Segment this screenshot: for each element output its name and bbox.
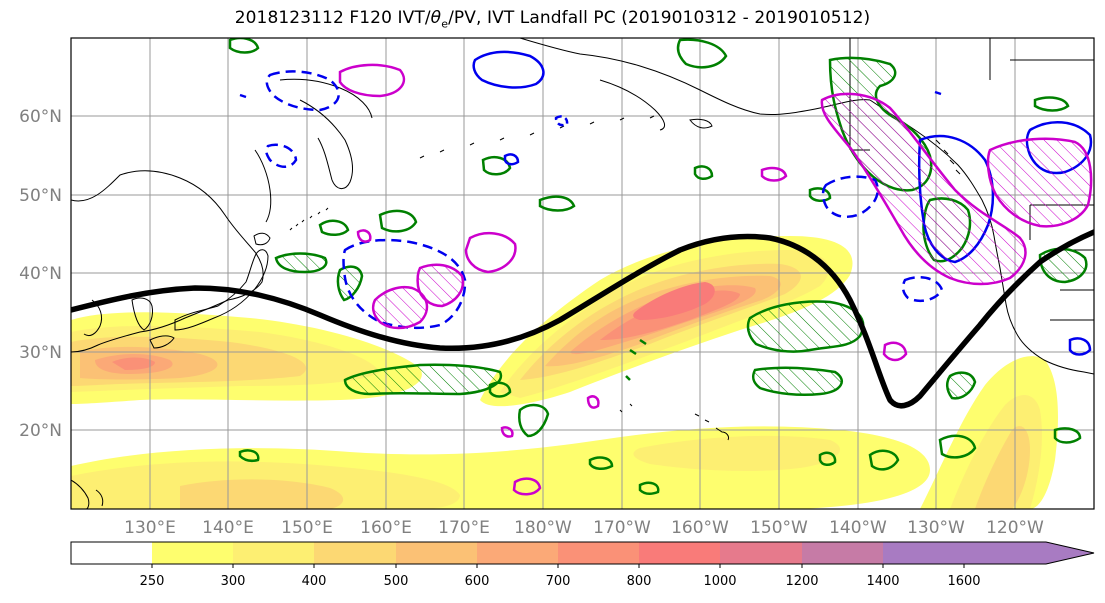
colorbar-segment-4 — [396, 542, 477, 564]
ivt-shading — [71, 236, 1058, 509]
colorbar-label-1600: 1600 — [947, 574, 980, 589]
map-frame — [70, 37, 1095, 510]
lon-label-180w: 180°W — [514, 518, 572, 538]
colorbar-segment-5 — [477, 542, 558, 564]
lon-label-150e: 150°E — [281, 518, 333, 538]
lon-label-140e: 140°E — [202, 518, 254, 538]
colorbar-label-600: 600 — [465, 574, 490, 589]
colorbar-label-800: 800 — [627, 574, 652, 589]
colorbar-segment-2 — [233, 542, 314, 564]
colorbar-segment-3 — [314, 542, 396, 564]
theta-e-contours-open — [228, 38, 1082, 495]
map-panel — [71, 38, 1094, 509]
pv-negative-contours — [239, 50, 1093, 356]
lat-label-60: 60°N — [19, 107, 62, 127]
colorbar-label-1400: 1400 — [866, 574, 899, 589]
lon-label-120w: 120°W — [986, 518, 1044, 538]
lat-label-20: 20°N — [19, 421, 62, 441]
lat-label-40: 40°N — [19, 264, 62, 284]
lon-axis: 130°E 140°E 150°E 160°E 170°E 180°W 170°… — [124, 518, 1044, 538]
colorbar-segment-7 — [639, 542, 720, 564]
lon-label-130w: 130°W — [907, 518, 965, 538]
pv-positive-contours — [371, 92, 1093, 330]
colorbar-frame — [70, 541, 1095, 565]
colorbar-label-500: 500 — [384, 574, 409, 589]
colorbar-label-700: 700 — [546, 574, 571, 589]
colorbar-segment-1 — [152, 542, 233, 564]
colorbar-segment-6 — [558, 542, 639, 564]
lon-label-160w: 160°W — [671, 518, 729, 538]
title-theta-sub: e — [441, 17, 449, 31]
graticule — [71, 38, 1094, 509]
title-suffix: /PV, IVT Landfall PC (2019010312 - 20190… — [448, 8, 871, 28]
lat-label-50: 50°N — [19, 186, 62, 206]
lon-label-160e: 160°E — [360, 518, 412, 538]
colorbar-segment-10 — [883, 542, 964, 564]
title-prefix: 2018123112 F120 IVT/ — [234, 8, 431, 28]
colorbar-label-300: 300 — [221, 574, 246, 589]
lon-label-150w: 150°W — [750, 518, 808, 538]
lat-axis: 60°N 50°N 40°N 30°N 20°N — [19, 107, 62, 441]
lat-label-30: 30°N — [19, 343, 62, 363]
jet-contour-line — [71, 229, 1094, 409]
colorbar-label-400: 400 — [302, 574, 327, 589]
colorbar-label-250: 250 — [140, 574, 165, 589]
pv-positive-contours-open — [338, 63, 908, 496]
colorbar: 250 300 400 500 600 700 800 1000 1200 14… — [70, 541, 1095, 589]
colorbar-extend-arrow — [964, 542, 1094, 564]
colorbar-segment-8 — [720, 542, 802, 564]
lon-label-130e: 130°E — [124, 518, 176, 538]
colorbar-label-1200: 1200 — [785, 574, 818, 589]
colorbar-segment-9 — [802, 542, 883, 564]
lon-label-170e: 170°E — [438, 518, 490, 538]
lon-label-170w: 170°W — [593, 518, 651, 538]
figure-title: 2018123112 F120 IVT/θe/PV, IVT Landfall … — [0, 8, 1105, 30]
lon-label-140w: 140°W — [829, 518, 887, 538]
title-theta: θ — [430, 8, 442, 28]
colorbar-label-1000: 1000 — [703, 574, 736, 589]
colorbar-segment-0 — [71, 542, 152, 564]
